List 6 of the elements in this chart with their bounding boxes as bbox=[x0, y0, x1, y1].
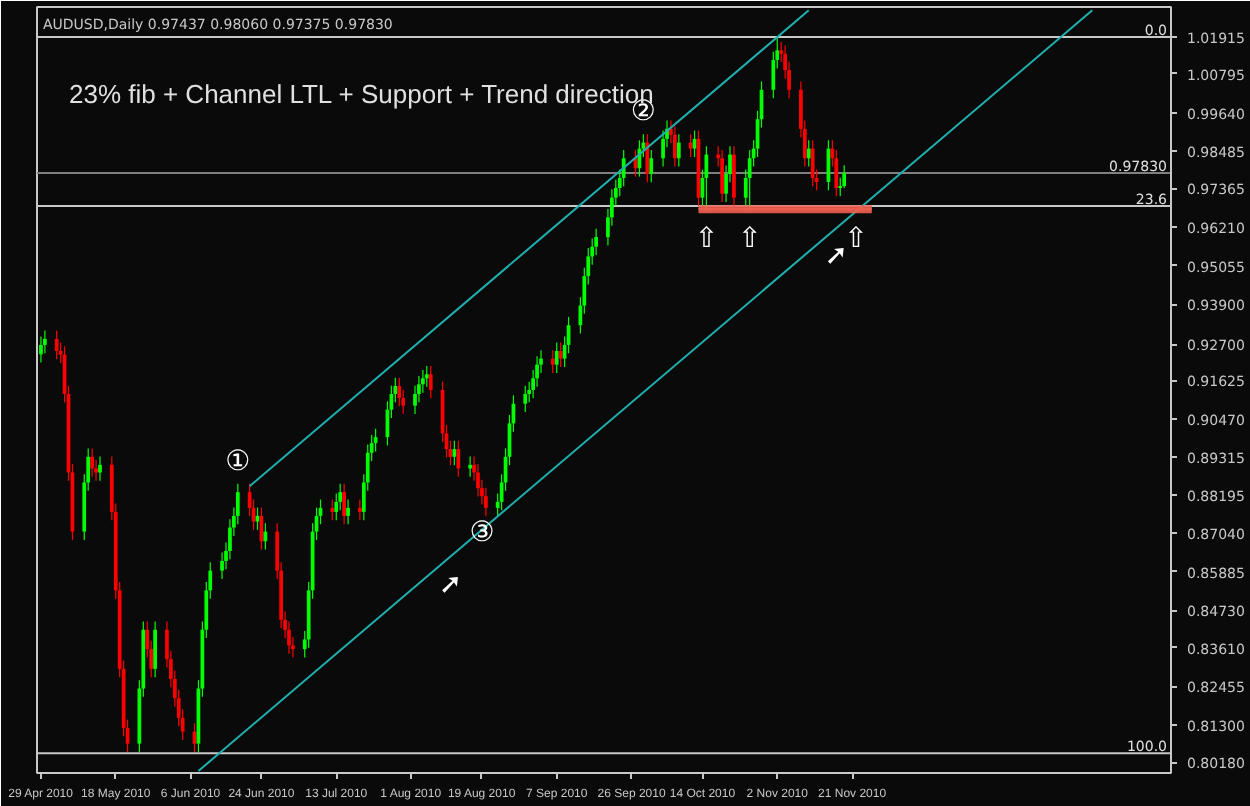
annotation: ⇧ bbox=[694, 222, 719, 255]
annotation: ⇧ bbox=[737, 222, 762, 255]
annotation: ⇧ bbox=[844, 223, 868, 256]
annotation: ① bbox=[225, 445, 251, 478]
annotation: ➚ bbox=[438, 568, 463, 601]
annotation: ➚ bbox=[824, 240, 849, 273]
